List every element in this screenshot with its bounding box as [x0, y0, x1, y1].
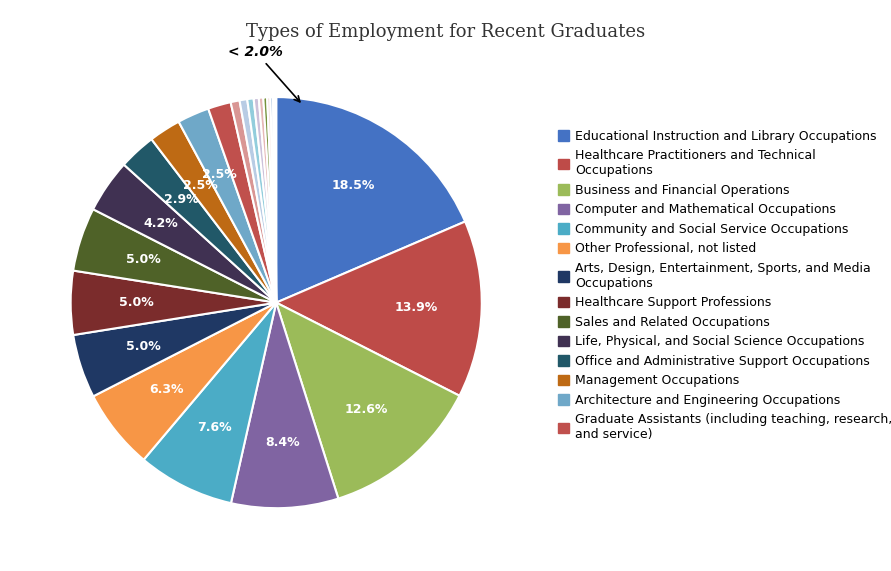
Text: 4.2%: 4.2% [143, 217, 178, 230]
Text: 2.9%: 2.9% [164, 193, 199, 206]
Wedge shape [143, 303, 276, 503]
Wedge shape [267, 97, 276, 303]
Wedge shape [270, 97, 276, 303]
Wedge shape [124, 139, 276, 303]
Text: 13.9%: 13.9% [395, 301, 437, 313]
Text: 2.5%: 2.5% [202, 168, 237, 181]
Wedge shape [258, 98, 276, 303]
Wedge shape [208, 102, 276, 303]
Wedge shape [263, 97, 276, 303]
Wedge shape [276, 303, 460, 498]
Wedge shape [276, 97, 465, 303]
Wedge shape [151, 122, 276, 303]
Text: 5.0%: 5.0% [126, 253, 160, 266]
Wedge shape [93, 164, 276, 303]
Text: 5.0%: 5.0% [119, 296, 154, 309]
Text: 2.5%: 2.5% [183, 179, 217, 192]
Wedge shape [70, 271, 276, 335]
Text: < 2.0%: < 2.0% [228, 45, 300, 102]
Wedge shape [231, 303, 339, 508]
Wedge shape [73, 209, 276, 303]
Wedge shape [273, 97, 276, 303]
Wedge shape [73, 303, 276, 396]
Text: 5.0%: 5.0% [126, 340, 160, 352]
Wedge shape [94, 303, 276, 460]
Text: 8.4%: 8.4% [265, 436, 299, 449]
Wedge shape [276, 222, 482, 396]
Text: 18.5%: 18.5% [331, 179, 375, 192]
Text: 6.3%: 6.3% [150, 383, 184, 396]
Wedge shape [179, 108, 276, 303]
Text: Types of Employment for Recent Graduates: Types of Employment for Recent Graduates [246, 23, 645, 41]
Wedge shape [231, 100, 276, 303]
Text: 7.6%: 7.6% [197, 421, 232, 435]
Wedge shape [240, 99, 276, 303]
Wedge shape [247, 98, 276, 303]
Wedge shape [275, 97, 276, 303]
Text: 12.6%: 12.6% [345, 403, 388, 416]
Wedge shape [254, 98, 276, 303]
Legend: Educational Instruction and Library Occupations, Healthcare Practitioners and Te: Educational Instruction and Library Occu… [554, 126, 891, 445]
